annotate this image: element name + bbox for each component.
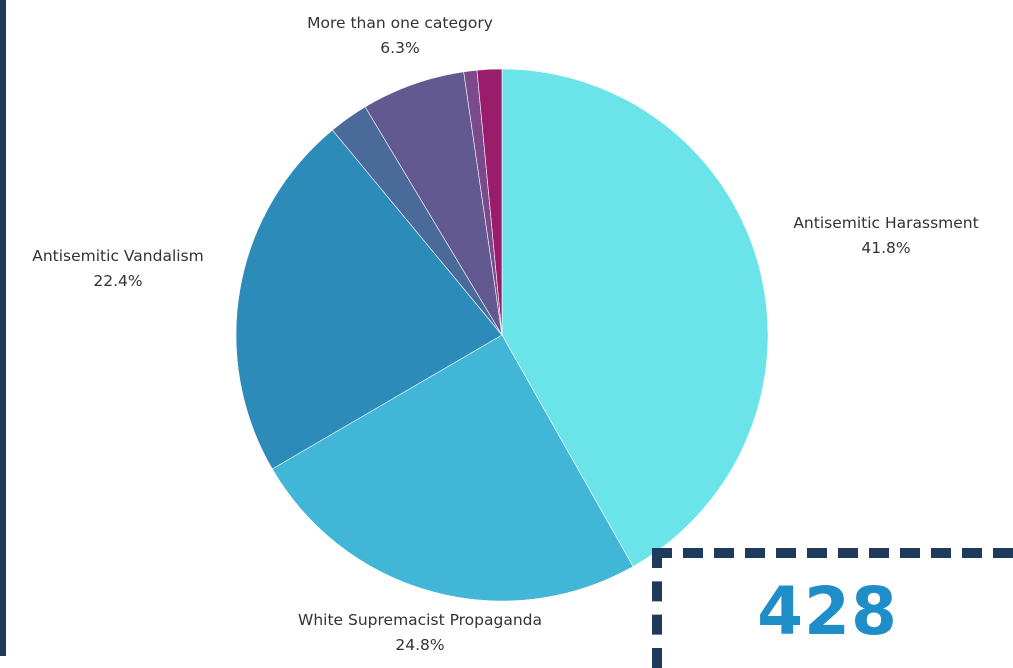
slice-label: White Supremacist Propaganda xyxy=(298,611,542,629)
stat-box: 428 xyxy=(652,548,1013,668)
slice-label: Antisemitic Harassment xyxy=(793,214,978,232)
slice-value-label: 41.8% xyxy=(861,239,910,257)
left-frame-bar xyxy=(0,0,6,656)
slice-value-label: 22.4% xyxy=(93,272,142,290)
slice-value-label: 6.3% xyxy=(380,39,419,57)
slice-label: Antisemitic Vandalism xyxy=(32,247,204,265)
pie-slice-white-supremacist-propaganda xyxy=(271,334,634,602)
slice-value-label: 24.8% xyxy=(395,636,444,654)
pie-slice-unlabeled-6 xyxy=(476,68,503,336)
slice-label: More than one category xyxy=(307,14,493,32)
pie-slice-antisemitic-vandalism xyxy=(235,129,503,470)
stat-number: 428 xyxy=(757,573,898,650)
pie-slice-antisemitic-harassment xyxy=(501,68,769,567)
